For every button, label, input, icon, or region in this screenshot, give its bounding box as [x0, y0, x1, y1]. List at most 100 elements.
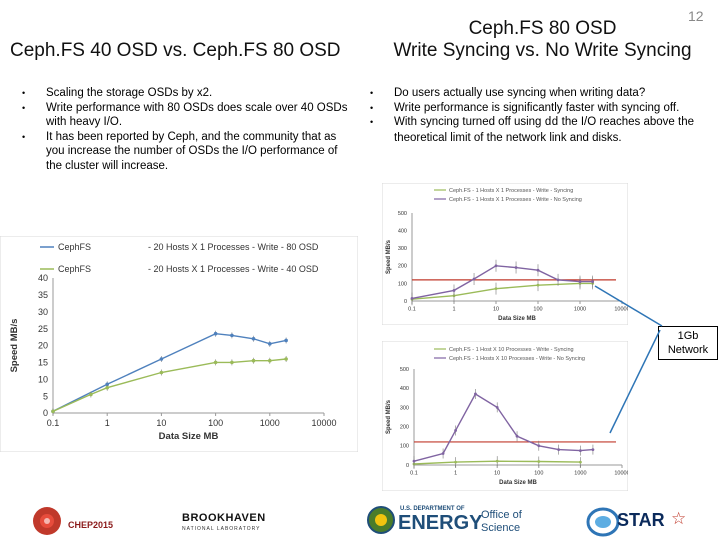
- data-point: [89, 392, 93, 397]
- logo-strip: CHEP2015 BROOKHAVEN NATIONAL LABORATORY …: [0, 500, 720, 540]
- left-bullet-list: • Scaling the storage OSDs by x2. • Write …: [22, 86, 352, 173]
- data-point: [494, 264, 498, 268]
- right-bullet-list: • Do users actually use syncing when writ…: [370, 86, 715, 145]
- data-point: [591, 448, 595, 452]
- bullet-item: • Write performance is significantly fast…: [370, 101, 680, 114]
- series-line: [413, 393, 593, 462]
- x-tick-label: 100: [208, 418, 223, 428]
- y-tick-label: 400: [398, 229, 407, 235]
- data-point: [284, 357, 288, 361]
- y-tick-label: 35: [38, 290, 48, 300]
- data-point: [105, 385, 109, 390]
- x-tick-label: 0.1: [47, 418, 60, 428]
- y-tick-label: 100: [400, 444, 409, 450]
- data-point: [536, 268, 540, 272]
- y-tick-label: 200: [400, 425, 409, 431]
- x-tick-label: 100: [533, 307, 542, 313]
- y-tick-label: 20: [38, 341, 48, 351]
- series-line: [52, 332, 287, 412]
- data-point: [579, 460, 582, 464]
- legend-series-label: Ceph.FS - 1 Hosts X 10 Processes - Write…: [449, 356, 585, 362]
- data-point: [213, 360, 218, 365]
- data-point: [514, 266, 518, 269]
- data-point: [472, 277, 476, 281]
- bullet-item: • Scaling the storage OSDs by x2.: [22, 87, 213, 99]
- data-point: [474, 392, 477, 396]
- legend-series-label: Ceph.FS - 1 Hosts X 1 Processes - Write …: [449, 188, 573, 194]
- y-tick-label: 40: [38, 273, 48, 283]
- legend-series-label: Ceph.FS - 1 Hosts X 1 Processes - Write …: [449, 197, 582, 203]
- x-tick-label: 0.1: [408, 307, 416, 313]
- legend-series-prefix: CephFS: [58, 242, 91, 252]
- data-point: [284, 338, 288, 343]
- y-tick-label: 300: [400, 405, 409, 411]
- doe-energy-text: ENERGY: [398, 512, 483, 534]
- page-number: 12: [688, 8, 704, 24]
- y-tick-label: 15: [38, 358, 48, 368]
- left-slide-title: Ceph.FS 40 OSD vs. Ceph.FS 80 OSD: [10, 40, 341, 61]
- data-point: [441, 452, 445, 455]
- x-tick-label: 0.1: [410, 471, 418, 477]
- network-limit-label: 1Gb Network: [658, 326, 718, 360]
- bullet-dot: •: [22, 88, 26, 98]
- y-tick-label: 500: [400, 367, 409, 373]
- x-tick-label: 10000: [311, 418, 336, 428]
- data-point: [105, 382, 109, 387]
- y-tick-label: 400: [400, 386, 409, 392]
- data-point: [454, 429, 457, 432]
- y-tick-label: 0: [404, 299, 407, 305]
- data-point: [579, 449, 582, 452]
- data-point: [410, 296, 414, 300]
- y-tick-label: 5: [43, 391, 48, 401]
- data-point: [515, 434, 519, 438]
- bullet-item: • With syncing turned off using dd the I/…: [370, 116, 694, 144]
- star-logo-text: STAR: [617, 510, 665, 530]
- data-point: [268, 358, 272, 363]
- data-point: [536, 283, 540, 287]
- bullet-dot: •: [370, 117, 374, 127]
- y-tick-label: 10: [38, 374, 48, 384]
- office-of-text: Office of: [481, 509, 522, 521]
- chart-1-process-syncing: Ceph.FS - 1 Hosts X 1 Processes - Write …: [382, 183, 628, 325]
- data-point: [213, 331, 218, 336]
- dd-command: dd: [544, 116, 559, 129]
- y-tick-label: 200: [398, 264, 407, 270]
- data-point: [454, 460, 457, 464]
- x-tick-label: 10: [156, 418, 166, 428]
- y-tick-label: 300: [398, 246, 407, 252]
- x-tick-label: 10: [493, 307, 499, 313]
- legend-series-label: Ceph.FS - 1 Host X 10 Processes - Write …: [449, 347, 574, 353]
- data-point: [452, 289, 456, 292]
- y-tick-label: 500: [398, 211, 407, 217]
- data-point: [230, 360, 234, 365]
- legend-series-prefix: CephFS: [58, 264, 91, 274]
- data-point: [557, 448, 561, 452]
- data-point: [251, 358, 256, 363]
- chart-40-vs-80-osd: CephFS - 20 Hosts X 1 Processes - Write -…: [0, 236, 358, 452]
- bullet-item: • It has been reported by Ceph, and the c…: [22, 130, 338, 172]
- data-point: [578, 280, 582, 284]
- data-point: [494, 287, 498, 291]
- data-point: [159, 370, 164, 375]
- data-point: [230, 333, 234, 338]
- bullet-item: • Write performance with 80 OSDs does sca…: [22, 101, 348, 129]
- y-axis-label: Speed MB/s: [386, 239, 392, 274]
- x-tick-label: 1000: [574, 471, 586, 477]
- network-limit-arrows: [609, 330, 661, 434]
- x-tick-label: 10000: [614, 307, 628, 313]
- y-tick-label: 100: [398, 281, 407, 287]
- bnl-logo-text: BROOKHAVEN: [182, 512, 266, 524]
- data-point: [251, 336, 256, 341]
- data-point: [412, 459, 416, 463]
- x-tick-label: 1000: [574, 307, 586, 313]
- data-point: [495, 406, 499, 409]
- y-tick-label: 0: [406, 463, 409, 469]
- y-axis-label: Speed MB/s: [9, 319, 20, 373]
- x-tick-label: 10000: [614, 471, 628, 477]
- y-tick-label: 0: [43, 408, 48, 418]
- y-axis-label: Speed MB/s: [386, 399, 392, 434]
- data-point: [51, 409, 55, 414]
- x-tick-label: 10: [494, 471, 500, 477]
- chart-10-processes-syncing: Ceph.FS - 1 Host X 10 Processes - Write …: [382, 341, 628, 491]
- data-point: [268, 342, 272, 346]
